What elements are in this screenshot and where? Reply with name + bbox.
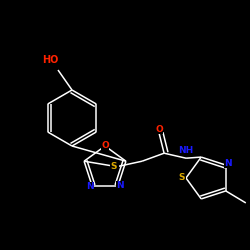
- Text: N: N: [224, 158, 232, 168]
- Text: N: N: [116, 181, 124, 190]
- Text: S: S: [179, 174, 185, 182]
- Text: HO: HO: [42, 55, 58, 65]
- Text: NH: NH: [178, 146, 194, 155]
- Text: O: O: [155, 125, 163, 134]
- Text: S: S: [111, 162, 117, 171]
- Text: O: O: [101, 142, 109, 150]
- Text: N: N: [86, 182, 94, 191]
